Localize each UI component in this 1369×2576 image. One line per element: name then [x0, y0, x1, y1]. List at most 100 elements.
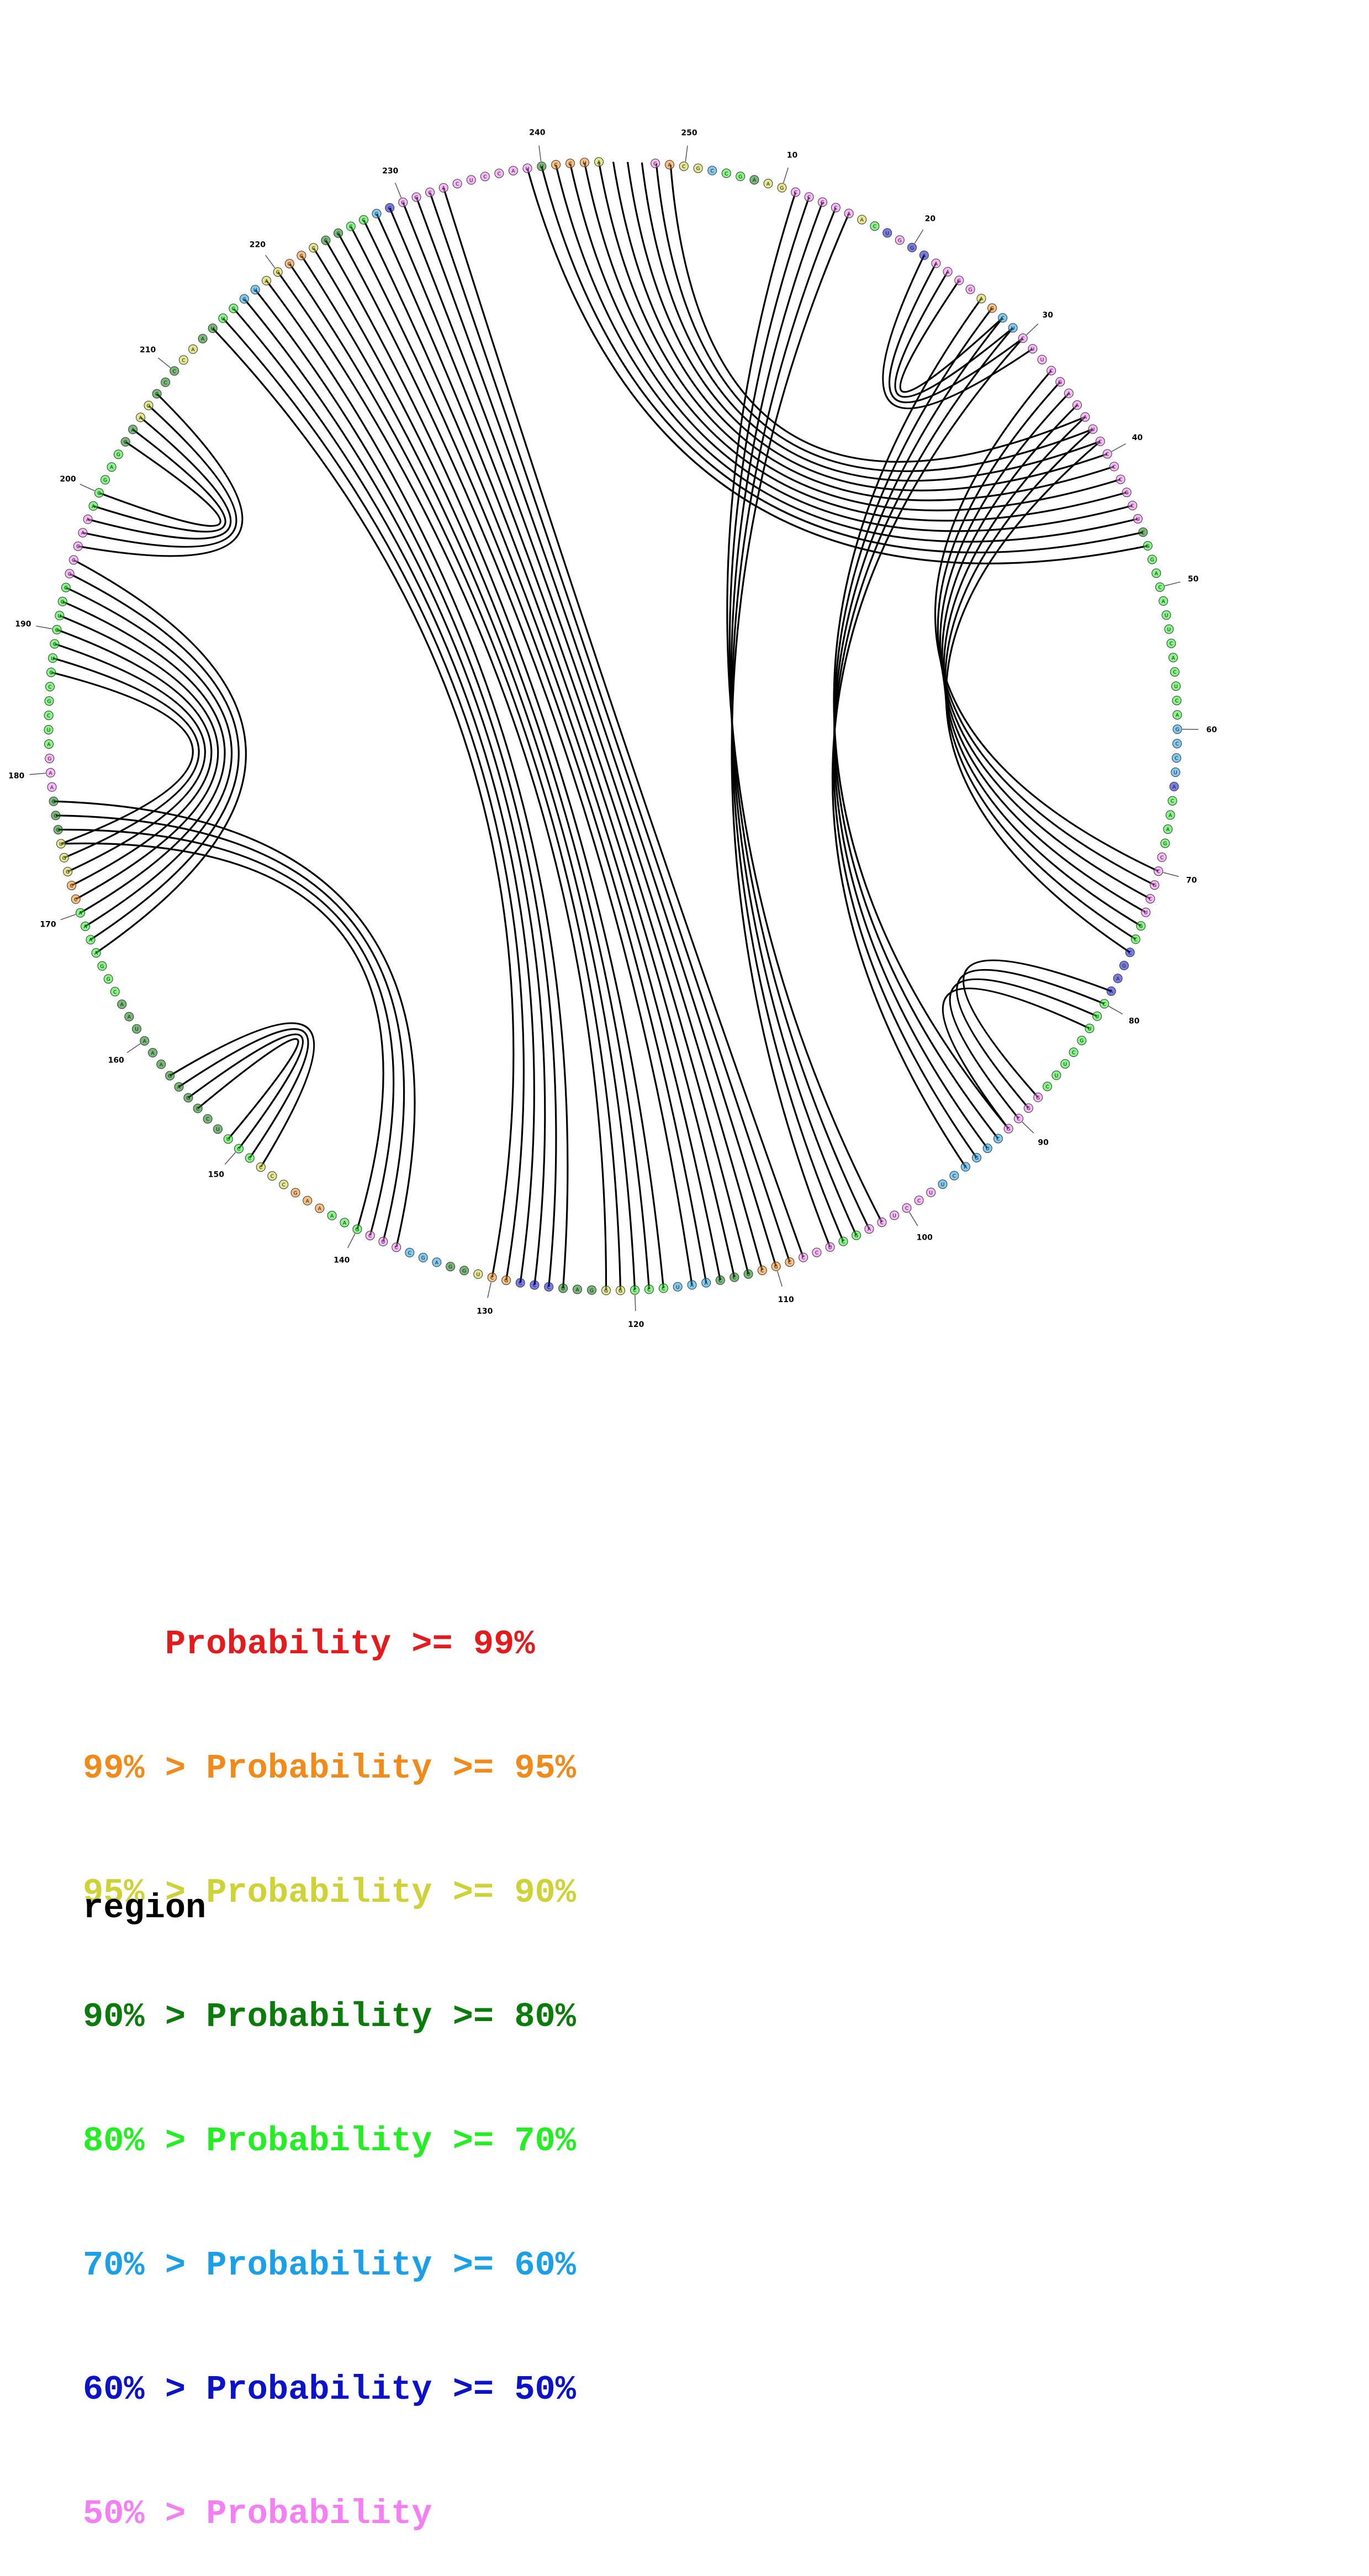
- nucleotide: C: [1018, 334, 1027, 343]
- nucleotide-letter: C: [232, 306, 235, 312]
- nucleotide-letter: U: [1174, 770, 1177, 776]
- tick-label: 200: [60, 475, 76, 484]
- tick-label: 170: [40, 921, 56, 929]
- tick-line: [158, 358, 171, 368]
- nucleotide-letter: U: [526, 166, 530, 172]
- nucleotide: C: [1168, 796, 1177, 805]
- tick-line: [348, 1234, 355, 1248]
- legend-row-60: 70% > Probability >= 60%: [83, 2245, 576, 2286]
- tick-label: 140: [334, 1256, 350, 1265]
- nucleotide: U: [224, 1135, 232, 1144]
- nucleotide: C: [716, 1276, 725, 1284]
- nucleotide: C: [1103, 449, 1112, 458]
- nucleotide-letter: G: [276, 270, 280, 276]
- tick-line: [36, 626, 52, 629]
- nucleotide-letter: A: [1172, 785, 1176, 790]
- nucleotide-letter: G: [1163, 842, 1167, 847]
- nucleotide-letter: A: [946, 270, 950, 276]
- nucleotide-letter: C: [242, 297, 246, 303]
- base-pair-arc: [56, 816, 404, 1242]
- nucleotide: G: [58, 597, 67, 606]
- nucleotide: U: [1093, 1012, 1102, 1020]
- nucleotide: A: [198, 334, 207, 343]
- nucleotide-letter: A: [1075, 403, 1079, 409]
- nucleotide: G: [908, 243, 917, 252]
- nucleotide-letter: C: [682, 165, 685, 170]
- nucleotide-letter: A: [47, 742, 51, 748]
- nucleotide-letter: U: [51, 656, 55, 662]
- tick-line: [1022, 1122, 1034, 1133]
- nucleotide-letter: C: [1021, 336, 1024, 342]
- tick-label: 90: [1038, 1139, 1049, 1147]
- nucleotide: A: [702, 1278, 711, 1287]
- legend-row-99: Probability >= 99%: [83, 1623, 576, 1665]
- tick-label: 210: [140, 346, 156, 355]
- nucleotide: A: [1081, 412, 1090, 421]
- nucleotide-letter: G: [147, 404, 151, 409]
- nucleotide: A: [943, 267, 952, 276]
- nucleotide: C: [69, 556, 78, 564]
- tick-label: 130: [477, 1307, 493, 1316]
- nucleotide-letter: G: [375, 211, 379, 217]
- nucleotide-letter: C: [633, 1288, 636, 1294]
- nucleotide: C: [1157, 853, 1166, 861]
- nucleotide: U: [1171, 768, 1180, 777]
- nucleotide: C: [256, 1163, 265, 1172]
- nucleotide: C: [839, 1237, 848, 1246]
- nucleotide: G: [972, 1154, 981, 1162]
- nucleotide-letter: C: [55, 628, 59, 633]
- nucleotide: C: [1172, 754, 1181, 763]
- nucleotide-letter: A: [705, 1281, 709, 1287]
- nucleotide-letter: C: [760, 1268, 764, 1274]
- tick-line: [1112, 444, 1125, 452]
- nucleotide-letter: C: [801, 1256, 805, 1261]
- nucleotide: G: [419, 1253, 427, 1262]
- tick-label: 40: [1132, 433, 1143, 442]
- base-pair-arc: [945, 429, 1135, 939]
- nucleotide-letter: C: [113, 990, 117, 995]
- nucleotide: U: [467, 176, 475, 184]
- base-pair-arc: [834, 308, 998, 1139]
- nucleotide-letter: A: [1155, 572, 1159, 577]
- nucleotide-letter: G: [969, 288, 972, 293]
- nucleotide-letter: A: [1171, 655, 1175, 661]
- nucleotide: A: [961, 1162, 970, 1171]
- nucleotide: C: [730, 1273, 739, 1282]
- nucleotide: C: [229, 304, 238, 313]
- nucleotide-letter: A: [160, 1062, 163, 1068]
- base-pair-arc: [527, 168, 1148, 564]
- nucleotide-letter: U: [1011, 326, 1015, 331]
- nucleotide-letter: C: [807, 195, 811, 200]
- nucleotide-letter: C: [1171, 799, 1174, 805]
- nucleotide-letter: G: [504, 1278, 508, 1284]
- base-pair-arc: [727, 192, 882, 1223]
- base-pair-arc: [70, 574, 239, 940]
- nucleotide-letter: C: [312, 246, 315, 251]
- nucleotide: C: [488, 1273, 496, 1282]
- nucleotide: G: [64, 868, 72, 876]
- nucleotide-letter: U: [477, 1272, 480, 1278]
- nucleotide-letter: U: [1095, 1014, 1099, 1020]
- nucleotide: C: [495, 169, 504, 178]
- nucleotide: U: [1134, 515, 1143, 523]
- circular-arc-diagram: 1020304050607080901001101201301401501601…: [0, 0, 1369, 1380]
- nucleotide-letter: G: [1153, 883, 1156, 888]
- base-pair-arc: [443, 188, 803, 1257]
- nucleotide-letter: U: [47, 728, 51, 733]
- legend-row-below-50: 50% > Probability: [83, 2493, 576, 2535]
- nucleotide: U: [1061, 1060, 1070, 1069]
- nucleotide: G: [60, 853, 68, 862]
- nucleotide: C: [566, 159, 575, 168]
- nucleotide: G: [49, 797, 58, 806]
- nucleotide: C: [1069, 1048, 1078, 1057]
- nucleotide-letter: G: [1036, 1096, 1040, 1101]
- nucleotide: A: [665, 160, 674, 169]
- nucleotide-letter: A: [343, 1221, 347, 1226]
- nucleotide: C: [812, 1248, 821, 1257]
- nucleotide-letter: U: [676, 1285, 680, 1290]
- nucleotide-letter: C: [1160, 855, 1164, 861]
- nucleotide: C: [1131, 935, 1140, 944]
- nucleotide-letter: G: [854, 1234, 858, 1239]
- nucleotide-letter: G: [421, 1256, 425, 1261]
- nucleotide-letter: A: [306, 1199, 310, 1204]
